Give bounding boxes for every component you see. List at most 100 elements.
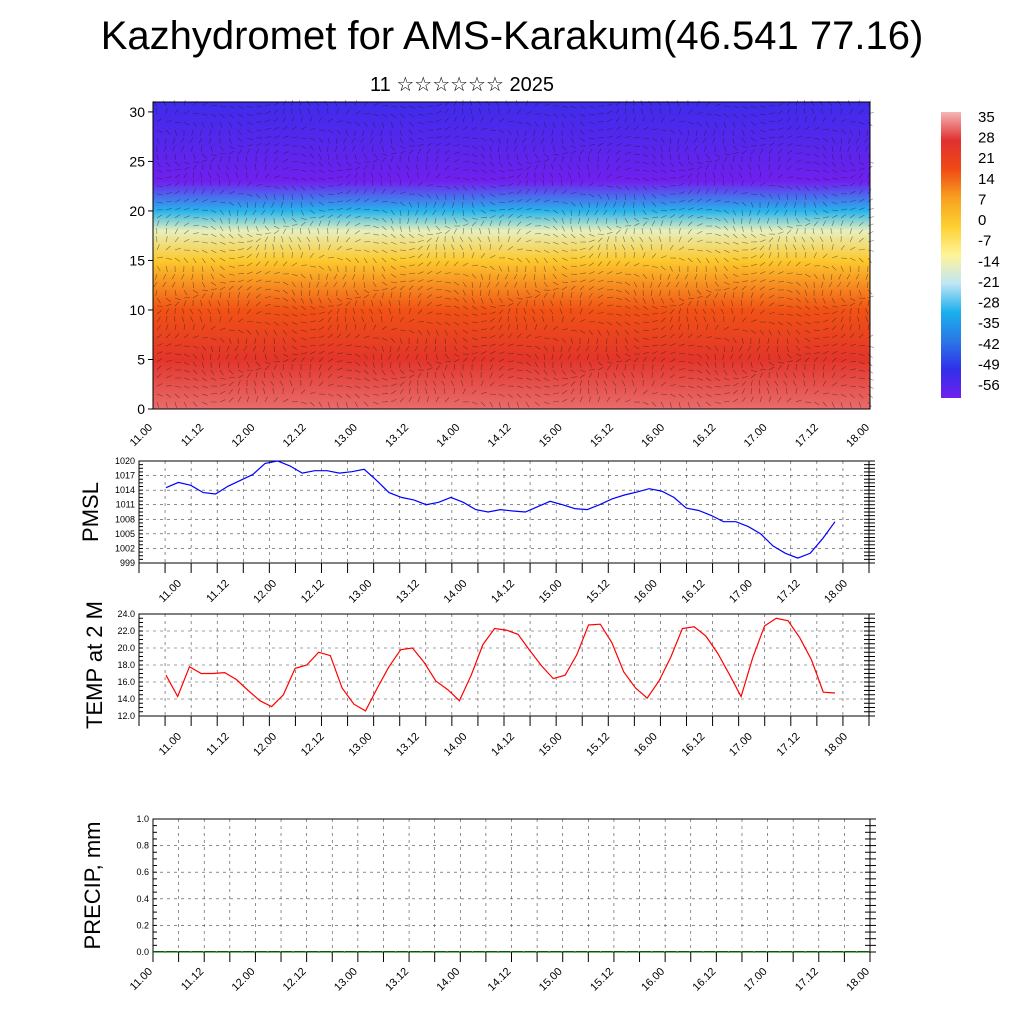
wind-barb	[237, 369, 244, 373]
wind-barb	[244, 209, 248, 216]
wind-barb	[336, 343, 343, 347]
wind-barb	[867, 180, 870, 187]
wind-barb	[480, 209, 487, 214]
wind-barb	[795, 159, 802, 163]
wind-barb	[678, 108, 682, 115]
wind-barb	[651, 201, 657, 207]
precip-bar	[204, 951, 216, 953]
wind-barb	[228, 257, 235, 260]
wind-barb	[336, 120, 343, 123]
wind-barb	[444, 329, 448, 336]
precip-bar	[345, 951, 357, 953]
wind-barb	[363, 385, 370, 389]
wind-barb	[678, 297, 685, 302]
x-tick-label: 16.00	[639, 422, 667, 450]
wind-barb	[489, 185, 496, 189]
wind-barb	[210, 145, 213, 152]
wind-barb	[300, 337, 307, 341]
wind-barb	[426, 279, 433, 283]
wind-barb	[444, 217, 446, 225]
x-tick-label: 11.00	[128, 966, 155, 993]
wind-barb	[363, 232, 370, 235]
x-tick-label: 17.12	[775, 731, 803, 759]
wind-barb	[235, 172, 239, 179]
wind-barb	[201, 385, 208, 388]
wind-barb	[579, 121, 585, 127]
wind-barb	[399, 121, 404, 128]
wind-barb	[723, 292, 726, 299]
wind-barb	[210, 249, 217, 254]
wind-barb	[660, 220, 664, 227]
wind-barb	[858, 237, 864, 243]
wind-barb	[354, 180, 358, 187]
wind-barb	[489, 326, 495, 331]
wind-barb	[615, 364, 619, 371]
wind-barb	[857, 316, 860, 323]
wind-barb	[732, 286, 739, 291]
wind-barb	[732, 137, 735, 144]
wind-barb	[822, 161, 828, 167]
precip-bar	[409, 951, 421, 953]
wind-barb	[271, 201, 275, 208]
wind-barb	[840, 208, 847, 211]
wind-barb	[237, 318, 244, 323]
wind-barb	[597, 252, 601, 259]
wind-barb	[651, 153, 656, 160]
wind-barb	[542, 180, 545, 187]
wind-barb	[588, 379, 590, 387]
y-tick-label: 0.4	[136, 894, 149, 904]
wind-barb	[192, 361, 197, 368]
wind-barb	[570, 233, 576, 239]
wind-barb	[561, 369, 566, 375]
wind-barb	[714, 377, 721, 382]
wind-barb	[156, 137, 160, 144]
wind-barb	[417, 144, 424, 147]
wind-barb	[705, 385, 712, 389]
wind-barb	[723, 233, 730, 238]
wind-barb	[588, 292, 593, 299]
wind-barb	[309, 273, 313, 280]
wind-barb	[812, 372, 815, 379]
wind-barb	[282, 289, 288, 294]
wind-barb	[156, 201, 163, 204]
wind-barb	[459, 236, 464, 243]
wind-barb	[696, 300, 699, 307]
wind-barb	[813, 177, 820, 181]
wind-barb	[426, 396, 430, 403]
wind-barb	[156, 256, 163, 259]
precip-bar	[434, 951, 447, 953]
wind-barb	[254, 337, 257, 344]
wind-barb	[678, 324, 681, 331]
wind-barb	[300, 145, 307, 149]
wind-barb	[308, 228, 311, 235]
wind-barb	[606, 296, 613, 299]
wind-barb	[660, 317, 666, 323]
wind-barb	[372, 103, 379, 107]
wind-barb	[219, 121, 223, 128]
wind-barb	[219, 286, 226, 291]
x-tick-label: 12.12	[299, 731, 327, 759]
wind-barb	[216, 172, 221, 179]
wind-barb	[309, 161, 316, 166]
wind-barb	[182, 281, 185, 288]
wind-barb	[255, 233, 262, 236]
wind-barb	[678, 214, 684, 219]
wind-barb	[381, 157, 386, 163]
wind-barb	[453, 358, 460, 363]
wind-barb	[345, 121, 352, 124]
wind-barb	[570, 317, 576, 323]
wind-barb	[345, 161, 351, 166]
wind-barb	[588, 245, 594, 251]
wind-barb	[858, 167, 865, 171]
wind-barb	[380, 137, 383, 144]
wind-barb	[551, 353, 554, 360]
wind-barb	[702, 308, 707, 315]
colorbar-label: 0	[978, 212, 986, 229]
wind-barb	[255, 143, 262, 147]
wind-barb	[462, 305, 469, 310]
wind-barb	[822, 351, 829, 355]
wind-barb	[318, 297, 322, 304]
wind-barb	[669, 393, 676, 397]
wind-barb	[795, 353, 802, 357]
wind-barb	[282, 158, 289, 163]
